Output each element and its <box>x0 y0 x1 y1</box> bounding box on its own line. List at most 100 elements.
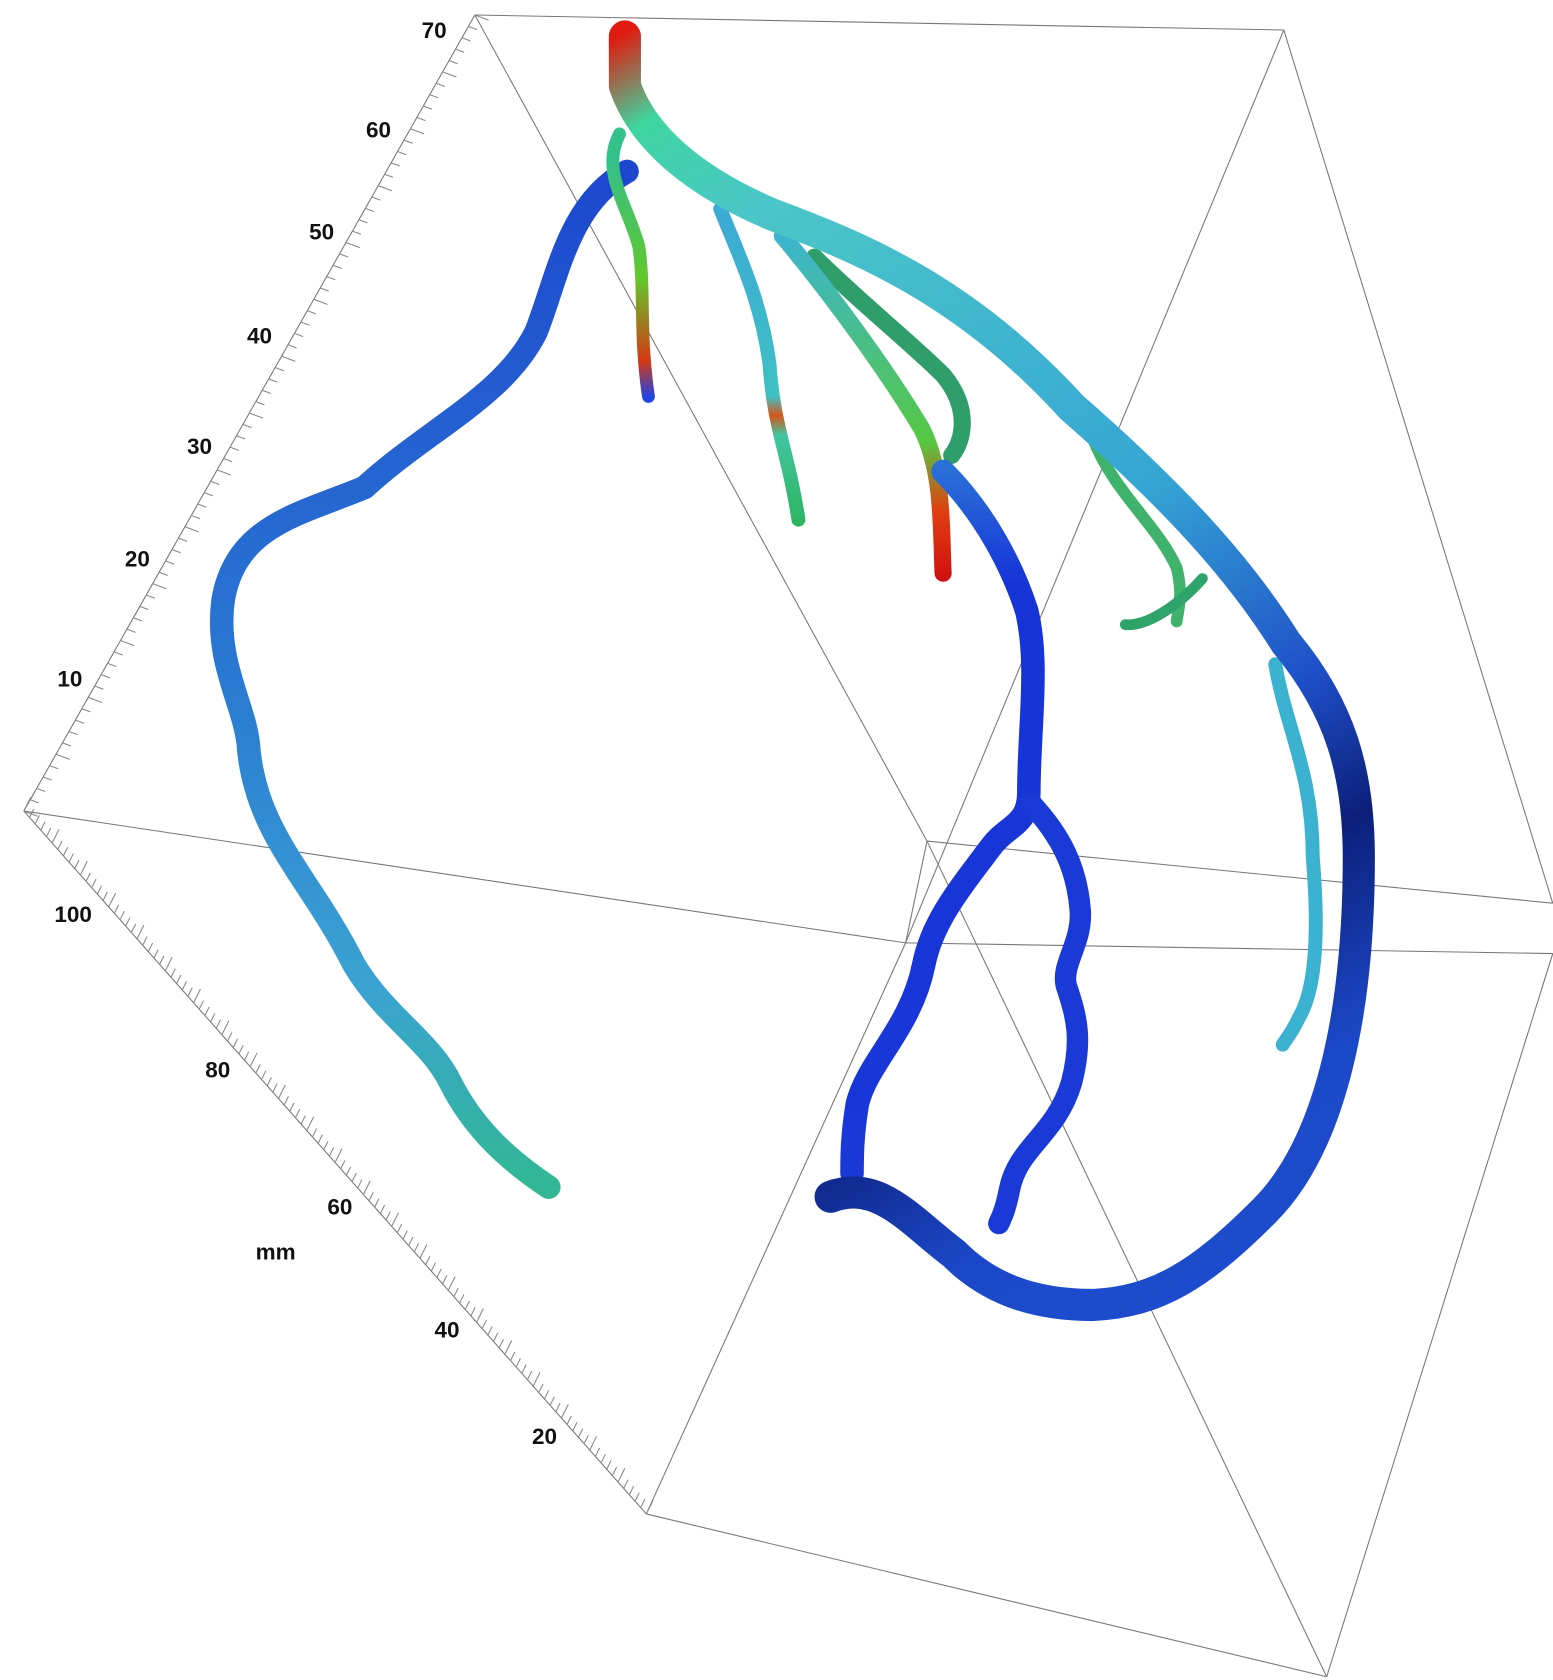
tick-mark <box>471 1307 475 1316</box>
vessel <box>999 804 1081 1224</box>
tick-mark <box>224 459 233 462</box>
tick-mark <box>539 1384 543 1393</box>
tick-mark <box>358 1179 362 1188</box>
tick-mark <box>133 618 142 621</box>
tick-mark <box>75 860 79 869</box>
tick-mark <box>109 893 116 907</box>
tick-mark <box>131 924 135 933</box>
tick-mark <box>182 981 186 990</box>
tick-mark <box>327 277 336 280</box>
tick-mark <box>245 1052 249 1061</box>
tick-mark <box>465 1301 469 1310</box>
tick-mark <box>216 1020 220 1029</box>
tick-mark <box>307 311 316 314</box>
tick-mark <box>153 584 167 589</box>
tick-mark <box>199 1001 203 1010</box>
tick-mark <box>108 663 117 666</box>
tick-mark <box>324 1141 328 1150</box>
tick-mark <box>140 606 149 609</box>
tick-mark <box>92 879 96 888</box>
tick-mark <box>82 709 91 712</box>
tick-mark <box>477 1309 484 1323</box>
tick-mark <box>101 675 110 678</box>
tick-mark <box>126 918 130 927</box>
tick-mark <box>410 129 424 134</box>
tick-mark <box>50 766 59 769</box>
tick-mark <box>56 754 70 759</box>
tick-label: 20 <box>532 1424 557 1449</box>
tick-mark <box>460 1295 464 1304</box>
tick-mark <box>243 424 252 427</box>
tick-mark <box>437 1269 441 1278</box>
tick-mark <box>97 886 101 895</box>
tick-mark <box>88 697 102 702</box>
tick-mark <box>397 1224 401 1233</box>
tick-label: 40 <box>435 1318 460 1343</box>
tick-mark <box>468 26 477 29</box>
tick-mark <box>204 493 213 496</box>
tick-mark <box>278 1085 285 1099</box>
tick-mark <box>127 629 136 632</box>
tick-mark <box>69 731 78 734</box>
tick-mark <box>494 1333 498 1342</box>
tick-mark <box>482 1320 486 1329</box>
tick-mark <box>320 288 329 291</box>
tick-mark <box>443 1275 447 1284</box>
tick-mark <box>172 550 181 553</box>
tick-mark <box>275 368 284 371</box>
tick-mark <box>578 1429 582 1438</box>
tick-mark <box>516 1358 520 1367</box>
tick-mark <box>301 322 310 325</box>
tick-mark <box>430 95 439 98</box>
tick-mark <box>290 1103 294 1112</box>
tick-mark <box>314 299 328 304</box>
tick-mark <box>386 1211 390 1220</box>
tick-mark <box>236 436 245 439</box>
tick-mark <box>185 527 199 532</box>
tick-mark <box>63 847 67 856</box>
tick-label: 100 <box>54 902 92 927</box>
tick-mark <box>454 1288 458 1297</box>
vessel <box>222 171 627 1187</box>
tick-mark <box>375 1199 379 1208</box>
tick-mark <box>188 988 192 997</box>
vessel <box>1275 664 1316 1044</box>
vessel <box>1125 579 1202 625</box>
tick-mark <box>456 49 465 52</box>
tick-mark <box>62 743 71 746</box>
tick-mark <box>137 925 144 939</box>
tick-mark <box>511 1352 515 1361</box>
tick-mark <box>333 265 342 268</box>
tick-label: 70 <box>422 18 447 43</box>
tick-mark <box>75 720 84 723</box>
tick-mark <box>273 1084 277 1093</box>
tick-mark <box>154 949 158 958</box>
tick-mark <box>398 151 407 154</box>
tick-mark <box>256 1064 260 1073</box>
tick-mark <box>550 1397 554 1406</box>
tick-mark <box>372 197 381 200</box>
tick-mark <box>567 1416 571 1425</box>
tick-mark <box>217 470 231 475</box>
tick-mark <box>177 975 181 984</box>
tick-mark <box>544 1390 548 1399</box>
tick-mark <box>359 220 368 223</box>
tick-mark <box>329 1148 333 1157</box>
tick-mark <box>595 1448 599 1457</box>
tick-mark <box>198 504 207 507</box>
tick-mark <box>69 854 73 863</box>
axis-labels: 70 60 50 40 30 20 10 100 80 60 40 20 mm <box>54 18 557 1449</box>
tick-mark <box>43 777 52 780</box>
vessel-render: 70 60 50 40 30 20 10 100 80 60 40 20 mm <box>0 0 1553 1680</box>
tick-mark <box>307 1117 314 1131</box>
vessels <box>222 36 1359 1305</box>
tick-mark <box>267 1077 271 1086</box>
tick-mark <box>556 1403 560 1412</box>
tick-mark <box>423 106 432 109</box>
tick-mark <box>335 1149 342 1163</box>
tick-label: 30 <box>187 434 212 459</box>
tick-mark <box>52 829 59 843</box>
tick-mark <box>211 481 220 484</box>
tick-mark <box>120 640 134 645</box>
tick-mark <box>24 797 31 811</box>
